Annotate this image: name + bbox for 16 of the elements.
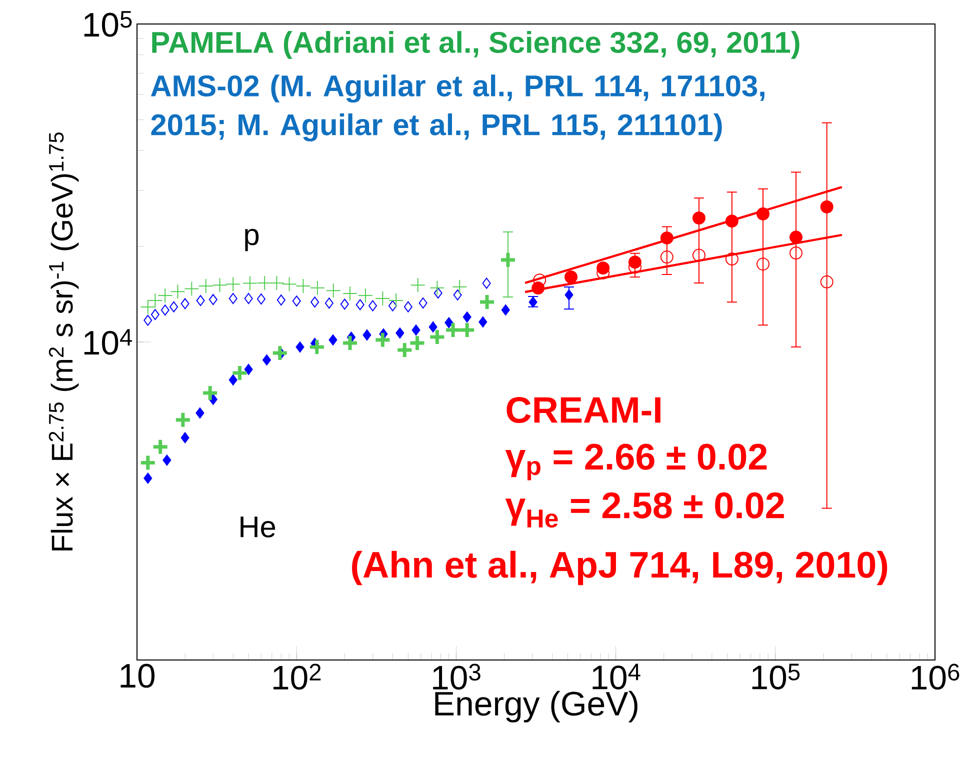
annotation: CREAM-I xyxy=(506,396,660,424)
x-tick-label: 10$^{5}$ xyxy=(752,664,800,690)
annotation: γ$_{p}$ = 2.66 ± 0.02 xyxy=(505,444,767,480)
annotation: p xyxy=(245,228,259,252)
x-tick-label: 10$^{3}$ xyxy=(433,664,480,690)
annotation: AMS-02 (M. Aguilar et al., PRL 114, 171103, 2015; M. Aguilar et al., PRL 115, 211101) xyxy=(150,74,764,142)
annotation: PAMELA (Adriani et al., Science 332, 69, 2011) xyxy=(152,31,800,59)
y-axis-title: Flux × E$^{2.75}$ (m$^{2}$ s sr)$^{-1}$ (GeV)$^{1.75}$ xyxy=(48,132,79,550)
x-tick-label: 10$^{6}$ xyxy=(912,664,960,690)
x-tick-label: 10$^{2}$ xyxy=(274,664,321,690)
x-tick-label: 10 xyxy=(120,664,155,688)
annotation: (Ahn et al., ApJ 714, L89, 2010) xyxy=(352,550,888,586)
x-tick-label: 10$^{4}$ xyxy=(592,664,640,690)
annotation: He xyxy=(240,516,276,538)
x-axis-title: Energy (GeV) xyxy=(435,690,638,722)
annotation: γ$_{He}$ = 2.58 ± 0.02 xyxy=(505,492,784,528)
